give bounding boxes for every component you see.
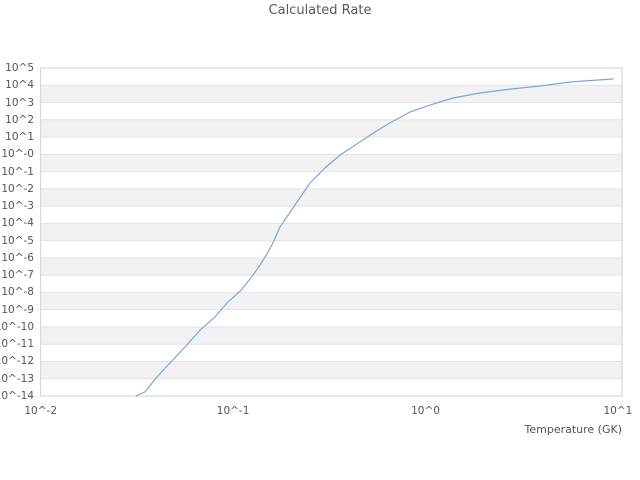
decade-band <box>40 257 622 276</box>
y-tick-label: 10^-7 <box>1 269 34 282</box>
decade-band <box>40 292 622 310</box>
y-tick-label: 10^-1 <box>1 165 34 178</box>
y-tick-label: 10^-9 <box>1 303 34 316</box>
y-tick-label: 10^-6 <box>1 251 34 264</box>
y-tick-label: 10^-11 <box>0 338 34 351</box>
y-tick-label: 10^-10 <box>0 320 34 333</box>
plot-border <box>40 67 623 397</box>
y-tick-label: 10^-3 <box>1 200 34 213</box>
y-tick-label: 10^-13 <box>0 372 34 385</box>
x-tick-label: 10^-1 <box>216 405 250 417</box>
rate-curve <box>135 78 614 397</box>
x-tick-label: 10^0 <box>411 405 440 417</box>
y-tick-label: 10^-5 <box>1 234 34 247</box>
y-tick-label: 10^2 <box>5 113 34 126</box>
y-tick-label: 10^-2 <box>1 182 34 195</box>
decade-band <box>40 361 622 379</box>
y-tick-label: 10^5 <box>5 62 34 74</box>
y-tick-label: 10^4 <box>5 79 34 92</box>
x-tick-label: 10^1 <box>603 405 633 417</box>
decade-band <box>40 326 622 345</box>
y-tick-label: 10^3 <box>5 96 34 109</box>
decade-band <box>40 188 622 207</box>
y-tick-label: 10^-4 <box>1 217 34 230</box>
x-axis-title: Temperature (GK) <box>524 423 623 436</box>
chart-title: Calculated Rate <box>268 3 372 18</box>
x-tick-label: 10^-2 <box>24 405 58 417</box>
decade-band <box>40 223 622 241</box>
y-tick-label: 10^1 <box>5 131 34 144</box>
y-tick-label: 10^-14 <box>0 390 34 402</box>
decade-band <box>40 85 622 103</box>
y-tick-label: 10^-8 <box>1 286 34 299</box>
decade-band <box>40 119 622 138</box>
y-tick-label: 10^-12 <box>0 355 34 368</box>
y-tick-label: 10^-0 <box>1 148 34 161</box>
